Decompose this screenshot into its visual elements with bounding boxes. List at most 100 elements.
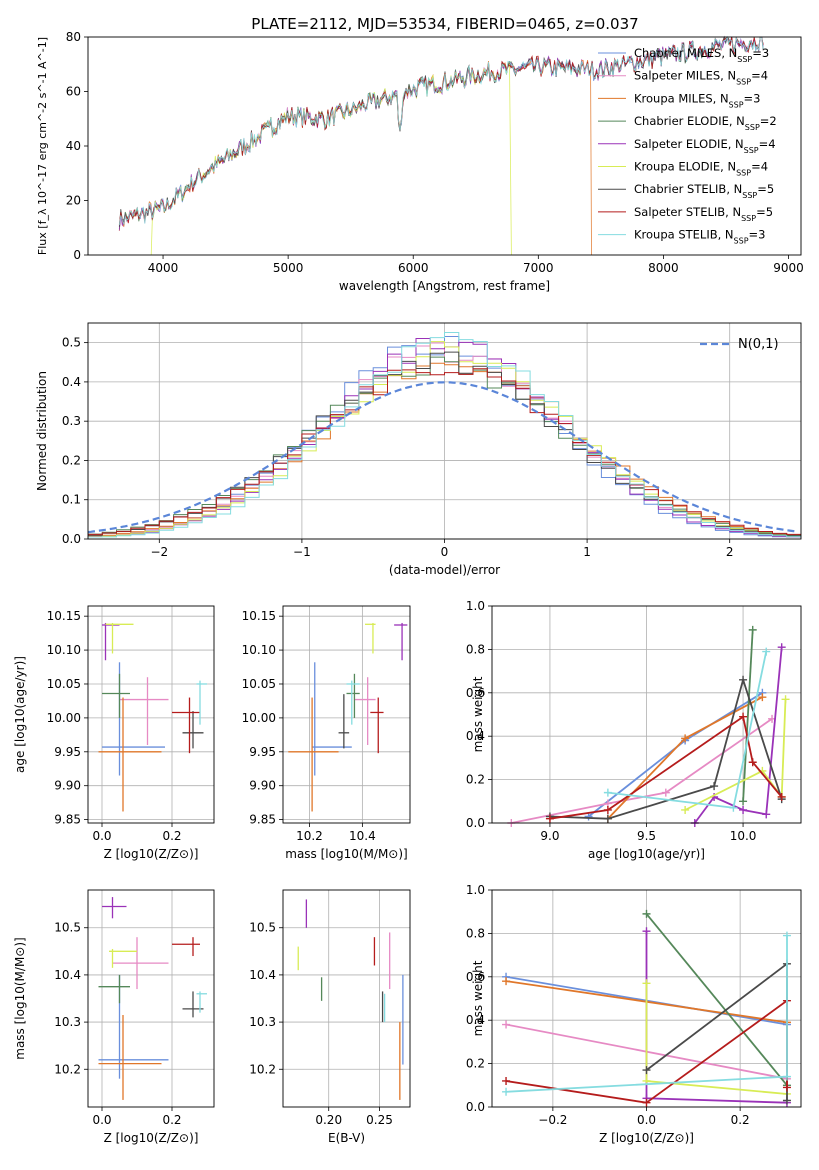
series-marker (642, 979, 651, 988)
series-marker (681, 805, 690, 814)
series-marker (502, 977, 511, 986)
series-marker (729, 803, 738, 812)
errorbar-point-5 (102, 622, 120, 661)
residual-histogram-8 (88, 368, 801, 535)
massweight-series-4 (642, 909, 791, 1090)
massweight-series-5 (690, 643, 786, 827)
x-tick-label: 1 (583, 545, 591, 559)
massweight-series-3 (603, 693, 767, 823)
x-tick-label: 5000 (273, 261, 304, 275)
y-tick-label: 0.5 (62, 336, 81, 350)
series-line (607, 651, 768, 809)
y-tick-label: 60 (66, 85, 81, 99)
y-tick-label: 0.4 (62, 375, 81, 389)
y-axis-label: mass weight (471, 960, 485, 1036)
series-marker (502, 1076, 511, 1085)
massweight-vs-metallicity-panel: −0.2 0.0 0.2 0.0 0.2 0.4 0.6 0.8 1.0 Z [log10(Z/Z… (466, 883, 802, 1145)
y-tick-label: 10.2 (249, 1062, 276, 1076)
y-tick-label: 0.6 (466, 970, 485, 984)
plot-frame (87, 889, 215, 1108)
x-tick-label: 0.2 (162, 829, 181, 843)
errorbar-point-9 (196, 680, 207, 725)
series-marker (762, 810, 771, 819)
legend-label: Kroupa MILES, NSSP=3 (634, 91, 760, 109)
errorbar-point-8 (172, 697, 200, 754)
x-tick-label: 0.0 (637, 1113, 656, 1127)
y-tick-label: 9.95 (249, 745, 276, 759)
normal-reference-curve (87, 381, 799, 534)
series-marker (502, 1087, 511, 1096)
plot-frame (282, 605, 411, 824)
residual-histogram-4 (88, 356, 801, 536)
x-axis-label: E(B-V) (328, 1131, 365, 1145)
residual-histogram-6 (88, 341, 801, 538)
y-tick-label: 0.4 (466, 1013, 485, 1027)
errorbar-point-4 (346, 673, 360, 718)
y-tick-label: 10.05 (47, 677, 81, 691)
y-tick-label: 10.3 (54, 1015, 81, 1029)
plot-frame (282, 889, 411, 1108)
x-tick-label: 10.4 (349, 829, 376, 843)
errorbar-point-7 (182, 711, 204, 749)
y-tick-label: 1.0 (466, 883, 485, 897)
series-marker (642, 927, 651, 936)
series-marker (782, 1096, 791, 1105)
spectrum-line-9 (118, 35, 764, 226)
x-axis-label: wavelength [Angstrom, rest frame] (339, 279, 550, 293)
reference-legend-label: N(0,1) (738, 337, 779, 352)
series-marker (748, 625, 757, 634)
massweight-series-9 (502, 931, 791, 1096)
y-tick-label: 10.05 (242, 677, 276, 691)
massweight-series-2 (507, 714, 777, 827)
series-line (549, 715, 783, 820)
x-tick-label: 7000 (523, 261, 554, 275)
y-axis-label: mass [log10(M/M⊙)] (13, 937, 27, 1059)
y-tick-label: 0.2 (466, 1057, 485, 1071)
y-tick-label: 10.00 (47, 711, 81, 725)
series-marker (782, 931, 791, 940)
errorbar-point-2 (354, 677, 376, 746)
series-line (694, 647, 783, 824)
series-marker (739, 797, 748, 806)
spectrum-line-3 (118, 56, 592, 256)
spectrum-panel: 4000 5000 6000 7000 8000 9000 0 20 40 60 80 wavelen… (36, 30, 804, 293)
spectrum-legend: Chabrier MILES, NSSP=3 Salpeter MILES, NS… (598, 46, 777, 245)
spectrum-line-7 (118, 35, 764, 228)
residual-histogram-3 (88, 362, 801, 537)
series-marker (661, 788, 670, 797)
errorbar-point-1 (102, 662, 165, 776)
series-line (742, 629, 754, 802)
errorbar-point-6 (365, 622, 376, 654)
y-tick-label: 80 (66, 30, 81, 44)
x-tick-label: 0.0 (92, 1113, 111, 1127)
legend-label: Kroupa ELODIE, NSSP=4 (634, 160, 768, 178)
y-tick-label: 9.95 (54, 745, 81, 759)
errorbar-point-7 (338, 694, 350, 749)
series-line (645, 913, 788, 1086)
series-line (549, 676, 783, 820)
series-marker (603, 788, 612, 797)
series-marker (681, 734, 690, 743)
x-tick-label: 0.0 (92, 829, 111, 843)
spectrum-line-5 (118, 36, 764, 231)
spectrum-line-4 (118, 36, 764, 230)
errorbar-point-6 (109, 948, 137, 968)
legend-label: Chabrier MILES, NSSP=3 (634, 46, 769, 64)
series-marker (782, 1072, 791, 1081)
x-axis-label: (data-model)/error (389, 563, 500, 577)
y-tick-label: 0.6 (466, 686, 485, 700)
series-line (511, 718, 773, 824)
residual-histogram-7 (88, 351, 801, 537)
x-tick-label: 2 (726, 545, 734, 559)
errorbar-point-8 (172, 937, 200, 957)
x-tick-label: 9000 (773, 261, 804, 275)
series-marker (748, 758, 757, 767)
y-axis-label: Flux [f_λ 10^-17 erg cm^-2 s^-1 A^-1] (36, 37, 49, 255)
series-marker (758, 693, 767, 702)
legend-label: Kroupa STELIB, NSSP=3 (634, 228, 765, 246)
legend-label: Salpeter STELIB, NSSP=5 (634, 205, 773, 223)
series-marker (502, 1020, 511, 1029)
y-tick-label: 0 (73, 248, 81, 262)
y-tick-label: 9.85 (54, 813, 81, 827)
